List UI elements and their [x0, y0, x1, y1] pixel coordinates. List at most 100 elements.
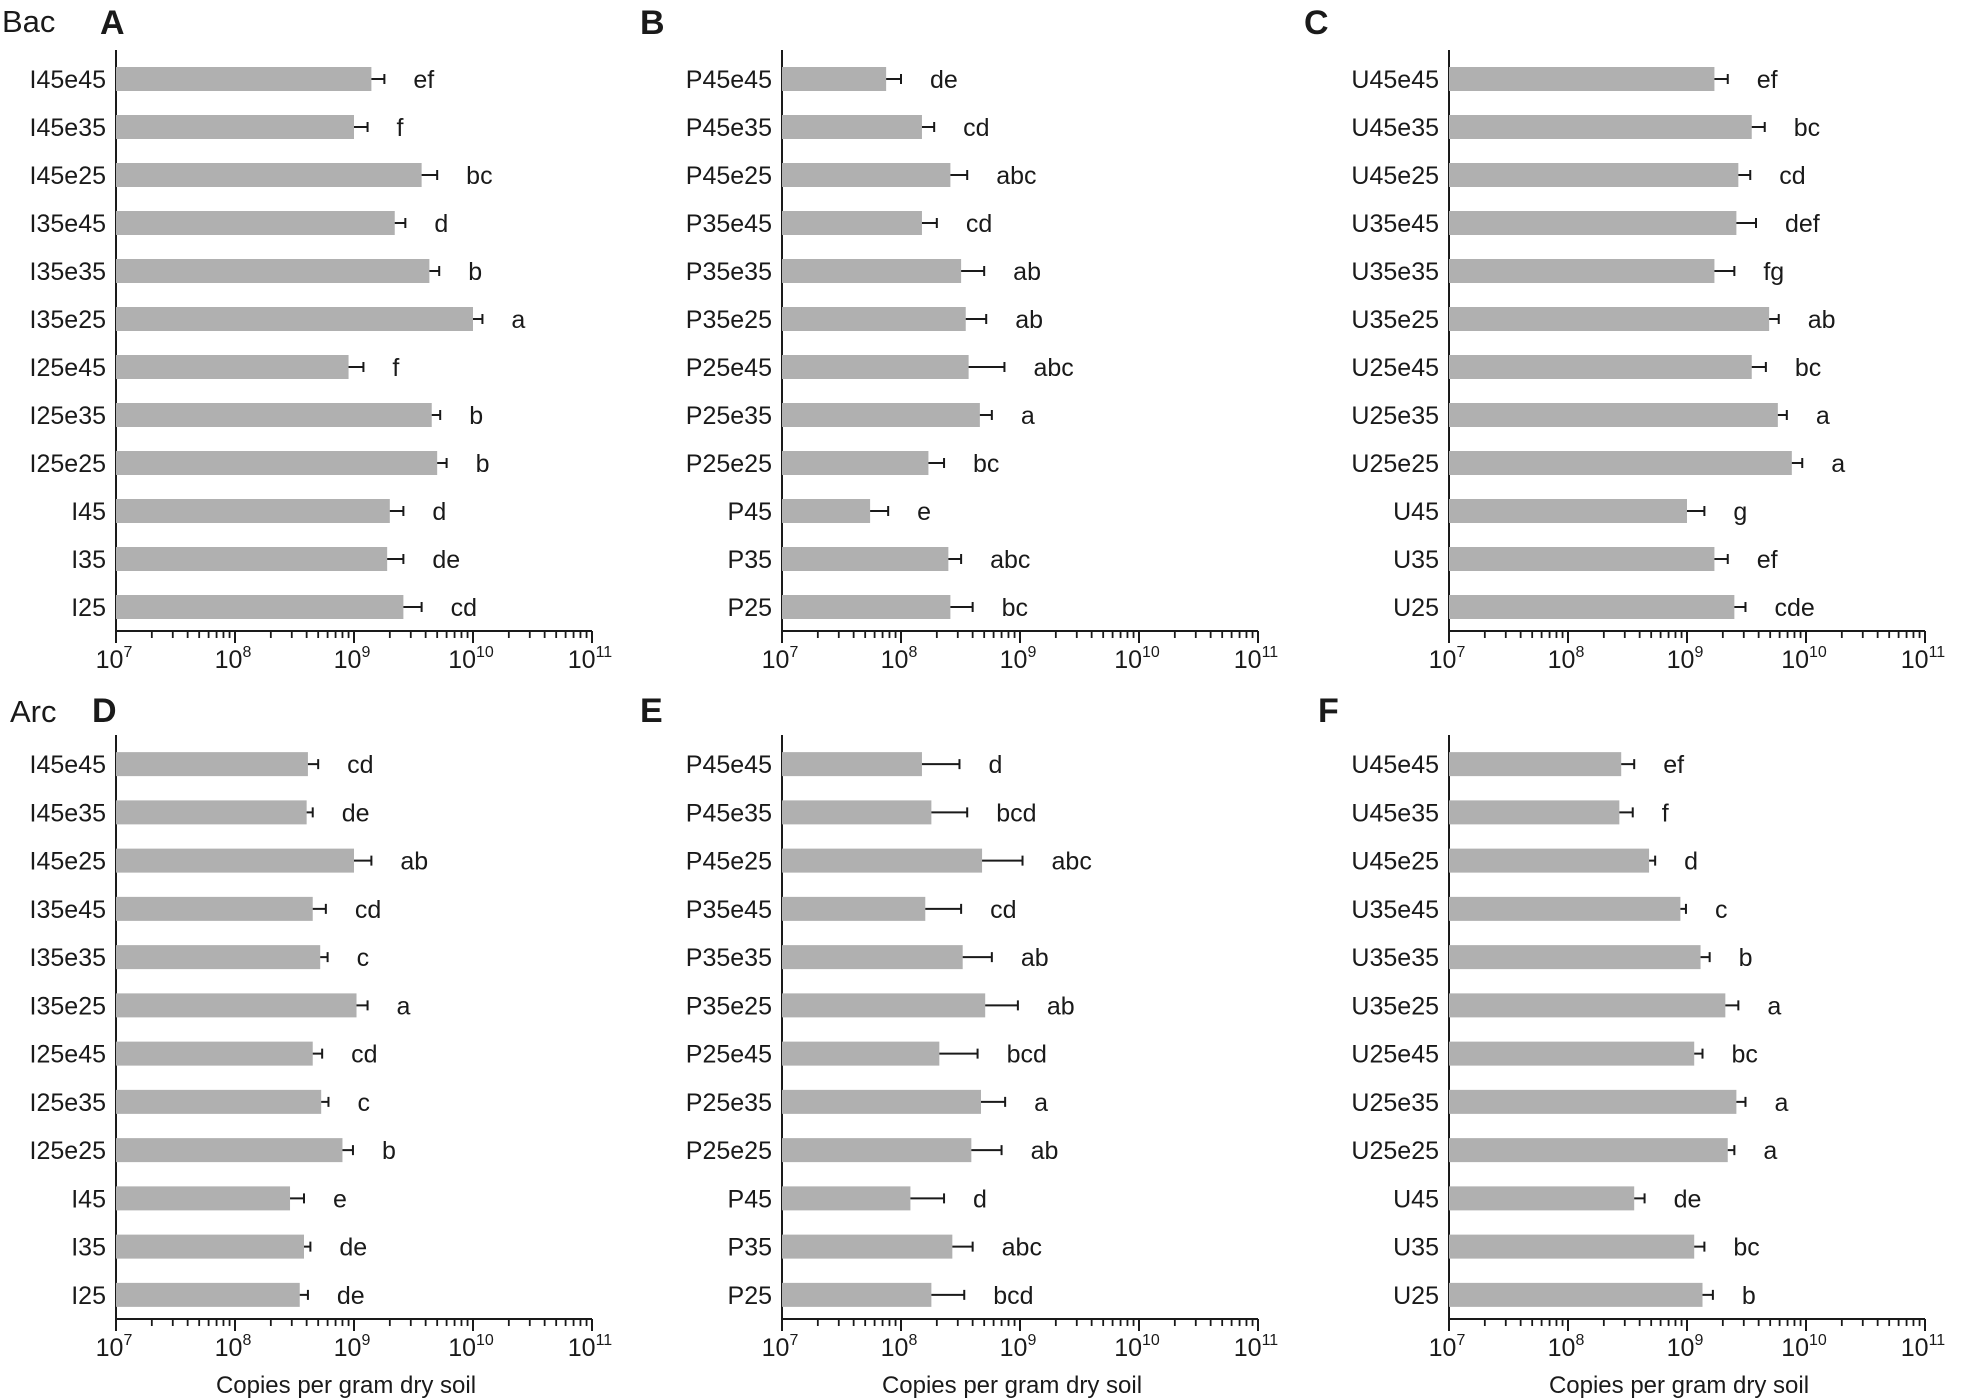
tick-label: 1010	[1781, 1332, 1827, 1362]
significance-label: c	[1715, 896, 1728, 924]
panel-letter: B	[640, 4, 665, 42]
category-label: U35e35	[1351, 258, 1439, 286]
category-label: P45e35	[686, 799, 772, 827]
bar	[116, 451, 438, 475]
tick-label: 1011	[568, 644, 613, 674]
tick-label: 109	[334, 644, 371, 674]
category-label: I35e25	[30, 306, 106, 334]
significance-label: fg	[1763, 258, 1784, 286]
panel-letter: D	[92, 692, 117, 730]
significance-label: a	[397, 992, 411, 1020]
category-label: P25e45	[686, 1041, 772, 1069]
significance-label: b	[1739, 944, 1753, 972]
significance-label: e	[333, 1185, 347, 1213]
significance-label: d	[434, 210, 448, 238]
tick-label: 1011	[568, 1332, 613, 1362]
category-label: P35e45	[686, 896, 772, 924]
bar	[782, 1138, 972, 1163]
category-label: I25e25	[30, 450, 106, 478]
x-axis-title: Copies per gram dry soil	[1549, 1372, 1809, 1399]
bar	[1449, 499, 1687, 523]
bar	[116, 800, 307, 825]
bar	[782, 547, 949, 571]
category-label: U45e35	[1351, 114, 1439, 142]
bar	[1449, 67, 1715, 91]
bar	[1449, 1041, 1695, 1066]
significance-label: abc	[1002, 1234, 1042, 1262]
significance-label: bc	[1002, 594, 1028, 622]
panel-letter: A	[100, 4, 125, 42]
category-label: U45e25	[1351, 162, 1439, 190]
bar	[116, 499, 390, 523]
significance-label: cd	[1779, 162, 1805, 190]
significance-label: c	[357, 1089, 370, 1117]
category-label: U25e45	[1351, 1041, 1439, 1069]
bar	[116, 752, 308, 777]
category-label: I45e45	[30, 751, 106, 779]
significance-label: ef	[1757, 66, 1778, 94]
bar	[1449, 403, 1778, 427]
category-label: U35e25	[1351, 306, 1439, 334]
tick-label: 107	[762, 644, 799, 674]
significance-label: ef	[1757, 546, 1778, 574]
significance-label: g	[1733, 498, 1747, 526]
tick-label: 109	[1667, 1332, 1704, 1362]
tick-label: 1011	[1234, 1332, 1279, 1362]
bar	[782, 259, 962, 283]
significance-label: b	[469, 402, 483, 430]
tick-label: 1010	[448, 644, 494, 674]
category-label: I45e35	[30, 114, 106, 142]
tick-label: 109	[1000, 1332, 1037, 1362]
panel-letter: E	[640, 692, 663, 730]
tick-label: 107	[1429, 644, 1466, 674]
category-label: U35e25	[1351, 992, 1439, 1020]
significance-label: abc	[990, 546, 1030, 574]
bar	[1449, 1138, 1728, 1163]
bar	[1449, 945, 1701, 970]
bar	[116, 211, 395, 235]
tick-label: 107	[96, 1332, 133, 1362]
bar	[1449, 115, 1752, 139]
category-label: P45e25	[686, 162, 772, 190]
panel-e: E P45e45 d P45e35 bcd P45e25 abc P35e45 cd P35e35…	[640, 692, 1278, 1399]
significance-label: f	[397, 114, 404, 142]
bar	[782, 403, 980, 427]
significance-label: b	[476, 450, 490, 478]
bar	[116, 163, 422, 187]
significance-label: d	[988, 751, 1002, 779]
significance-label: cd	[347, 751, 373, 779]
bar	[782, 211, 922, 235]
significance-label: de	[432, 546, 460, 574]
bar	[116, 945, 321, 970]
significance-label: bc	[1732, 1041, 1758, 1069]
bar	[782, 848, 983, 873]
significance-label: bc	[466, 162, 492, 190]
tick-label: 1010	[1114, 1332, 1160, 1362]
bar	[782, 1186, 911, 1211]
bar	[1449, 259, 1715, 283]
category-label: I35	[71, 546, 106, 574]
category-label: P45e45	[686, 66, 772, 94]
x-axis-title: Copies per gram dry soil	[216, 1372, 476, 1399]
bar	[782, 115, 922, 139]
category-label: U45e45	[1351, 751, 1439, 779]
category-label: P25e35	[686, 1089, 772, 1117]
bar	[782, 355, 969, 379]
significance-label: bc	[1794, 114, 1820, 142]
category-label: U35e45	[1351, 896, 1439, 924]
category-label: U25e45	[1351, 354, 1439, 382]
significance-label: de	[342, 799, 370, 827]
bar	[116, 595, 404, 619]
category-label: I25e45	[30, 354, 106, 382]
bar	[116, 993, 357, 1018]
tick-label: 107	[96, 644, 133, 674]
bar	[782, 163, 951, 187]
bar	[1449, 848, 1650, 873]
x-axis-title: Copies per gram dry soil	[882, 1372, 1142, 1399]
significance-label: a	[1021, 402, 1035, 430]
significance-label: a	[511, 306, 525, 334]
significance-label: bcd	[993, 1282, 1033, 1310]
category-label: P45e45	[686, 751, 772, 779]
bar	[1449, 451, 1792, 475]
